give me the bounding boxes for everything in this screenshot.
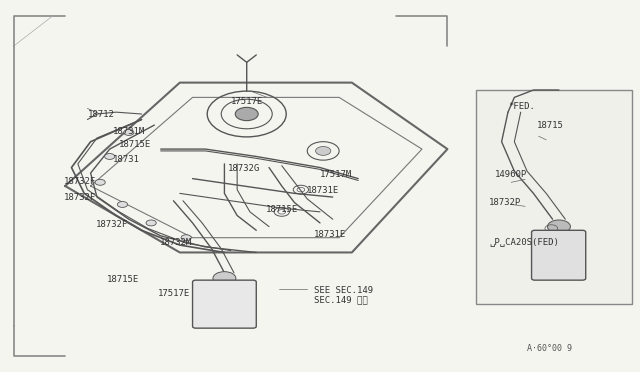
Circle shape [95, 179, 105, 185]
Circle shape [547, 220, 570, 233]
Circle shape [316, 147, 331, 155]
Text: 18731E: 18731E [314, 230, 346, 239]
Circle shape [146, 220, 156, 226]
Text: 14960P: 14960P [495, 170, 527, 179]
FancyBboxPatch shape [532, 230, 586, 280]
Text: 18732F: 18732F [96, 220, 128, 229]
Text: 18732G: 18732G [228, 164, 260, 173]
Text: 17517M: 17517M [320, 170, 352, 179]
Text: SEE SEC.149: SEE SEC.149 [314, 286, 372, 295]
Text: SEC.149 参照: SEC.149 参照 [314, 295, 367, 304]
Circle shape [213, 272, 236, 285]
Text: 17517E: 17517E [157, 289, 189, 298]
Circle shape [181, 235, 191, 241]
Text: 18732M: 18732M [159, 238, 191, 247]
Text: 18731E: 18731E [307, 186, 339, 195]
Text: *FED.: *FED. [508, 102, 535, 111]
Text: 18715E: 18715E [266, 205, 298, 215]
Text: 18731: 18731 [113, 155, 140, 164]
Text: 18715E: 18715E [106, 275, 139, 283]
Text: 18732F: 18732F [64, 177, 96, 186]
FancyBboxPatch shape [193, 280, 256, 328]
Bar [476, 90, 632, 304]
Circle shape [117, 202, 127, 208]
Text: 18715: 18715 [537, 121, 564, 129]
Text: A·60°00 9: A·60°00 9 [527, 344, 572, 353]
Text: 18732F: 18732F [64, 193, 96, 202]
Text: ␣P␣CA20S(FED): ␣P␣CA20S(FED) [489, 238, 559, 247]
Circle shape [104, 154, 115, 160]
Circle shape [236, 108, 258, 121]
Text: 18731M: 18731M [113, 127, 145, 136]
Text: 18732P: 18732P [489, 198, 521, 207]
Text: 18712: 18712 [88, 109, 115, 119]
Text: 18715E: 18715E [119, 140, 152, 149]
Circle shape [124, 129, 134, 135]
Text: 17517E: 17517E [231, 97, 263, 106]
